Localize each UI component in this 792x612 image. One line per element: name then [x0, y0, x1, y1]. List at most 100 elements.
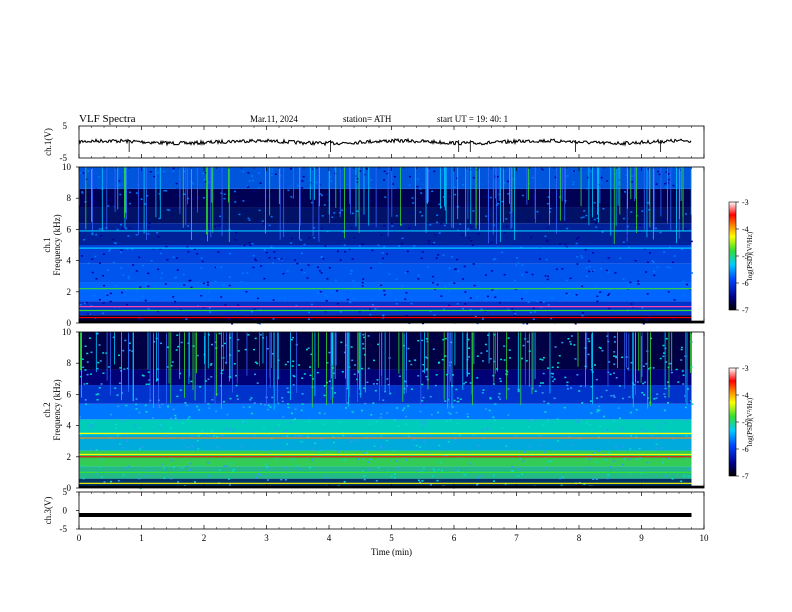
- ch2-spectrogram-speckle: [563, 406, 566, 409]
- ch2-spectrogram-speckle: [196, 440, 199, 442]
- ch1-spectrogram-speckle: [646, 168, 649, 170]
- ch2-spectrogram-speckle: [292, 384, 295, 386]
- ch1-spectrogram-speckle: [648, 315, 651, 318]
- ch1-spectrogram-speckle: [100, 234, 103, 237]
- ch1-spectrogram-speckle: [473, 284, 476, 287]
- ch1-spectrogram-speckle: [442, 196, 445, 198]
- ch1-spectrogram-speckle: [158, 217, 161, 220]
- ch2-spectrogram-speckle: [285, 430, 288, 432]
- ch2-spectrogram-speckle: [404, 380, 407, 383]
- ch2-spectrogram-speckle: [422, 370, 425, 372]
- ch1-spectrogram-speckle: [270, 174, 273, 177]
- ch1-spectrogram-speckle: [521, 274, 524, 276]
- ch1-spectrogram-speckle: [300, 269, 303, 271]
- ch1-spectrogram-speckle: [121, 227, 124, 230]
- ch2-spectrogram-speckle: [218, 332, 221, 335]
- ch1-spectrogram-speckle: [113, 242, 116, 244]
- ch1-spectrogram-band: [79, 245, 692, 264]
- ch1-spectrogram-speckle: [637, 283, 640, 285]
- ch1-spectrogram-speckle: [432, 243, 435, 245]
- ch2-spectrogram-speckle: [190, 435, 193, 437]
- ch1-spectrogram-speckle: [607, 271, 610, 273]
- ch2-spectrogram-speckle: [105, 352, 108, 354]
- ch1-spectrogram-speckle: [585, 275, 588, 277]
- ch1-spectrogram-speckle: [329, 176, 332, 178]
- ch2-spectrogram-speckle: [275, 427, 278, 430]
- ch2-spectrogram-speckle: [332, 372, 335, 375]
- ch1-spectrogram-speckle: [444, 286, 447, 289]
- ch2-spectrogram-speckle: [286, 387, 289, 390]
- start-ut-label: start UT = 19: 40: 1: [437, 114, 509, 124]
- ch2-spectrogram-speckle: [422, 467, 425, 470]
- ch1-spectrogram-speckle: [611, 215, 614, 217]
- ch2-spectrogram-speckle: [596, 409, 599, 411]
- ch1-spectrogram-speckle: [512, 178, 515, 181]
- x-tick-label: 7: [514, 533, 519, 543]
- ch1-spectrogram-speckle: [195, 208, 198, 210]
- ch2-spectrogram-speckle: [655, 447, 658, 449]
- colorbar-tick-label: -7: [742, 472, 749, 481]
- ch2-spectrogram-speckle: [110, 480, 113, 483]
- ch1-spectrogram-speckle: [259, 182, 262, 184]
- ch1-spectrogram-speckle: [307, 311, 310, 314]
- ch1-spectrogram-speckle: [254, 258, 257, 260]
- ch1-spectrogram-speckle: [350, 270, 353, 272]
- ch2-spectrogram-speckle: [671, 478, 674, 480]
- ch2-spectrogram-speckle: [366, 451, 369, 454]
- ch1-spectrogram-speckle: [336, 290, 339, 292]
- ch2-spectrogram-speckle: [292, 336, 295, 339]
- ch1-spectrogram-speckle: [200, 257, 203, 260]
- ch2-spectrogram-speckle: [435, 374, 438, 376]
- ch2-spectrogram-speckle: [444, 337, 447, 340]
- ch2-spectrogram-speckle: [228, 478, 231, 480]
- ch1-spectrogram-speckle: [395, 215, 398, 217]
- ch1-spectrogram-speckle: [469, 297, 472, 299]
- ch2-spectrogram-speckle: [687, 468, 690, 470]
- ch2-spectrogram-band: [79, 419, 692, 435]
- ch1-spectrogram-speckle: [606, 317, 609, 319]
- ch2-spectrogram-speckle: [528, 445, 531, 448]
- ch2-spectrogram-speckle: [259, 403, 262, 405]
- ch1-spectrogram-speckle: [123, 294, 126, 297]
- ch2-spectrogram-speckle: [214, 341, 217, 344]
- ch1-spectrogram-speckle: [397, 245, 400, 247]
- ch2-spectrogram-speckle: [602, 415, 605, 418]
- x-tick-label: 1: [139, 533, 144, 543]
- ch1-spectrogram-speckle: [596, 217, 599, 220]
- ch2-spectrogram-speckle: [116, 394, 119, 396]
- ch2-spectrogram-speckle: [682, 383, 685, 385]
- ch1-spectrogram-speckle: [305, 208, 308, 210]
- ch1-spectrogram-speckle: [565, 279, 568, 282]
- ch2-spectrogram-speckle: [534, 420, 537, 422]
- ch2-spectrogram-speckle: [118, 354, 121, 356]
- ch2-spectrogram-speckle: [449, 412, 452, 415]
- ch2-spectrogram-speckle: [608, 361, 611, 363]
- ch2-spectrogram-speckle: [396, 407, 399, 409]
- ch1-spectrogram-speckle: [532, 197, 535, 200]
- ch1-spectrogram-speckle: [224, 304, 227, 306]
- ch1-spectrogram-speckle: [83, 239, 86, 241]
- ch2-spectrogram-speckle: [125, 404, 128, 407]
- ch1-spectrogram-speckle: [382, 314, 385, 317]
- ch1-spectrogram-speckle: [470, 240, 473, 242]
- ch2-spectrogram-speckle: [379, 446, 382, 448]
- ch2-spectrogram-speckle: [361, 367, 364, 370]
- ch1-spectrogram-speckle: [379, 262, 382, 265]
- ch2-spectrogram-speckle: [508, 349, 511, 351]
- ch2-spectrogram-speckle: [141, 446, 144, 448]
- ch1-spectrogram-speckle: [682, 293, 685, 296]
- ch2-spectrogram-speckle: [159, 424, 162, 426]
- ch2-spectrogram-speckle: [186, 446, 189, 449]
- ch2-spectrogram-speckle: [408, 435, 411, 438]
- ch2-spectrogram-speckle: [604, 458, 607, 461]
- ch1-spectrogram-speckle: [245, 290, 248, 293]
- ch2-spectrogram-speckle: [415, 444, 418, 447]
- ch1-spectrogram-speckle: [408, 175, 411, 178]
- ch2-spectrogram-speckle: [311, 449, 314, 451]
- ch2-spectrogram-speckle: [677, 381, 680, 383]
- ch1-spectrogram-speckle: [358, 310, 361, 313]
- ch1-spectrogram-speckle: [126, 248, 129, 250]
- ch2-spectrogram-speckle: [186, 465, 189, 468]
- ch1-spectrogram-speckle: [272, 318, 275, 320]
- ch2-spectrogram-speckle: [299, 435, 302, 437]
